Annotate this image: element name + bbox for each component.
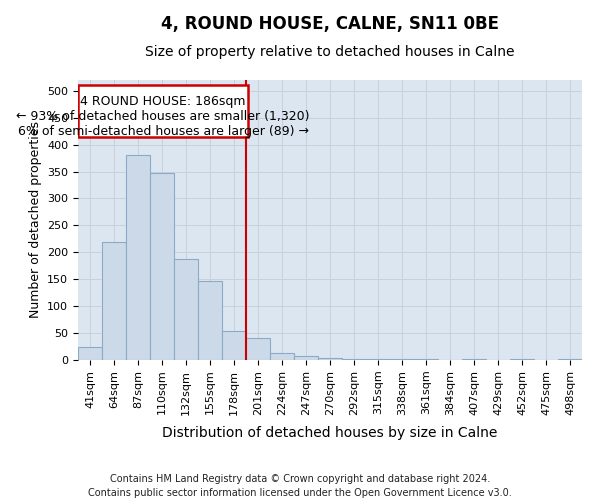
Bar [295,356,317,360]
Bar [79,346,101,360]
Bar [103,242,125,360]
Bar [127,156,149,360]
Bar [343,359,365,360]
Bar [223,331,245,360]
Bar [271,353,293,360]
Text: ← 93% of detached houses are smaller (1,320): ← 93% of detached houses are smaller (1,… [16,110,310,123]
Text: Contains HM Land Registry data © Crown copyright and database right 2024.
Contai: Contains HM Land Registry data © Crown c… [88,474,512,498]
Bar [175,259,197,360]
Y-axis label: Number of detached properties: Number of detached properties [29,122,41,318]
Text: 6% of semi-detached houses are larger (89) →: 6% of semi-detached houses are larger (8… [17,125,309,138]
Bar [319,358,341,360]
FancyBboxPatch shape [78,86,248,136]
Text: 4 ROUND HOUSE: 186sqm: 4 ROUND HOUSE: 186sqm [80,95,246,108]
Bar [247,338,269,360]
Bar [151,173,173,360]
Text: Size of property relative to detached houses in Calne: Size of property relative to detached ho… [145,45,515,59]
Bar [199,282,221,360]
Text: 4, ROUND HOUSE, CALNE, SN11 0BE: 4, ROUND HOUSE, CALNE, SN11 0BE [161,15,499,33]
X-axis label: Distribution of detached houses by size in Calne: Distribution of detached houses by size … [163,426,497,440]
